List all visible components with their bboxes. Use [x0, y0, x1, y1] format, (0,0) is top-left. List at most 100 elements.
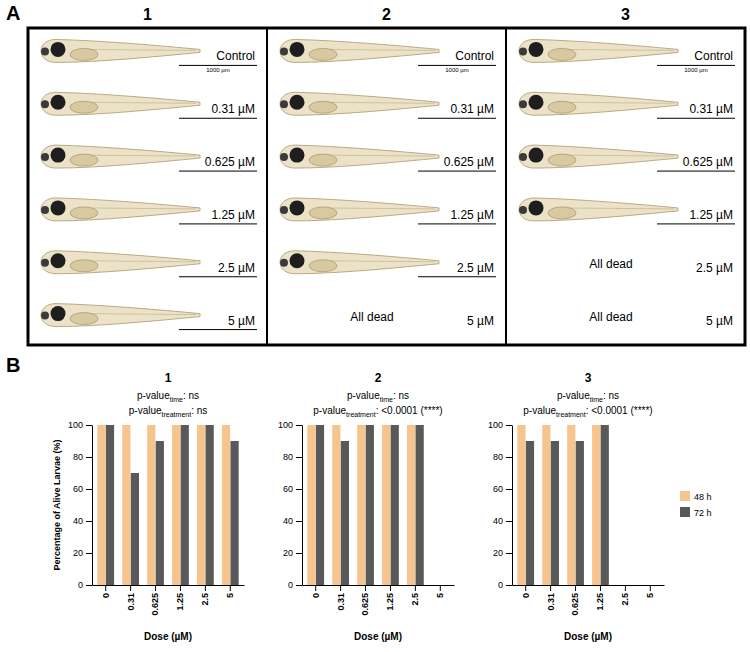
x-axis-title: Dose (µM) [354, 631, 402, 642]
dose-label: 0.31 µM [450, 102, 494, 116]
tick-mark [440, 585, 441, 591]
larva-image [280, 92, 439, 115]
tick-label: 1.25 [595, 593, 605, 611]
tick-mark [296, 521, 302, 522]
tick-label: 0 [521, 593, 531, 598]
tick-mark [296, 457, 302, 458]
tick-mark [506, 553, 512, 554]
tick-mark [506, 425, 512, 426]
tick-label: 2.5 [620, 593, 630, 606]
x-axis-title: Dose (µM) [564, 631, 612, 642]
tick-mark [296, 425, 302, 426]
x-tick: 0.625 [360, 585, 370, 616]
tick-mark [506, 521, 512, 522]
scale-bar [179, 65, 257, 66]
tick-label: 20 [283, 548, 293, 558]
tick-label: 20 [73, 548, 83, 558]
annotation: p-valuetime: ns [137, 390, 199, 403]
scale-bar [179, 118, 257, 119]
annotation-text: p-value [313, 405, 346, 416]
tick-label: 40 [493, 516, 503, 526]
tick-label: 40 [283, 516, 293, 526]
bar [181, 425, 189, 585]
tick-mark [205, 585, 206, 591]
dose-label: 5 µM [467, 314, 494, 328]
y-tick: 80 [493, 452, 512, 462]
dose-label: 0.625 µM [683, 155, 733, 169]
scale-bar [418, 223, 496, 224]
x-tick: 0 [521, 585, 531, 598]
tick-mark [105, 585, 106, 591]
legend-label: 72 h [694, 508, 712, 518]
y-tick: 60 [73, 484, 92, 494]
tick-mark [506, 585, 512, 586]
dose-label: 0.31 µM [211, 102, 255, 116]
annotation-subscript: time [380, 396, 393, 403]
scale-bar [418, 171, 496, 172]
annotation-text: p-value [129, 405, 162, 416]
tick-mark [365, 585, 366, 591]
tick-mark [525, 585, 526, 591]
larva-image [280, 251, 439, 274]
axis-line [92, 426, 93, 586]
bar [156, 441, 164, 585]
status-note: All dead [589, 257, 632, 271]
axis-line [93, 585, 245, 586]
dose-label: 5 µM [706, 314, 733, 328]
axis-line [303, 585, 455, 586]
scale-bar [418, 65, 496, 66]
larva-image [519, 198, 678, 221]
dose-label: 0.31 µM [689, 102, 733, 116]
y-tick: 60 [283, 484, 302, 494]
scale-bar [657, 171, 735, 172]
tick-label: 60 [283, 484, 293, 494]
tick-label: 20 [493, 548, 503, 558]
x-tick: 2.5 [410, 585, 420, 606]
bar [440, 585, 448, 586]
tick-mark [130, 585, 131, 591]
y-tick: 40 [283, 516, 302, 526]
x-axis: 00.310.6251.252.55 [93, 585, 245, 616]
larva-image [41, 92, 200, 115]
bar [592, 425, 600, 585]
y-tick: 40 [493, 516, 512, 526]
tick-label: 2.5 [410, 593, 420, 606]
x-tick: 1.25 [175, 585, 185, 611]
tick-label: 100 [278, 420, 293, 430]
legend-swatch [680, 491, 690, 501]
column-title: 3 [621, 6, 630, 23]
bar [197, 425, 205, 585]
y-axis: 020406080100 [68, 420, 93, 590]
x-axis: 00.310.6251.252.55 [303, 585, 455, 616]
bar [382, 425, 390, 585]
tick-label: 40 [73, 516, 83, 526]
tick-mark [86, 585, 92, 586]
annotation-subscript: treatment [346, 411, 376, 418]
tick-label: 60 [493, 484, 503, 494]
tick-mark [390, 585, 391, 591]
tick-label: 5 [435, 593, 445, 598]
panel-letter: A [6, 2, 20, 24]
dose-label: 0.625 µM [444, 155, 494, 169]
tick-label: 0.625 [570, 593, 580, 616]
bar [97, 425, 105, 585]
tick-label: 0.625 [360, 593, 370, 616]
x-tick: 5 [435, 585, 445, 598]
y-tick: 40 [73, 516, 92, 526]
figure: AB1Control1000 µm0.31 µM0.625 µM1.25 µM2… [0, 0, 750, 652]
dose-label: 5 µM [228, 314, 255, 328]
bar [526, 441, 534, 585]
larva-image [41, 251, 200, 274]
tick-label: 1.25 [385, 593, 395, 611]
axis-line [512, 426, 513, 586]
tick-mark [506, 489, 512, 490]
bar [366, 425, 374, 585]
tick-mark [575, 585, 576, 591]
status-note: All dead [589, 310, 632, 324]
larva-image [519, 145, 678, 168]
y-tick: 0 [498, 580, 512, 590]
annotation: p-valuetreatment: ns [129, 405, 208, 418]
tick-mark [86, 457, 92, 458]
bar [626, 585, 634, 586]
tick-label: 0 [101, 593, 111, 598]
